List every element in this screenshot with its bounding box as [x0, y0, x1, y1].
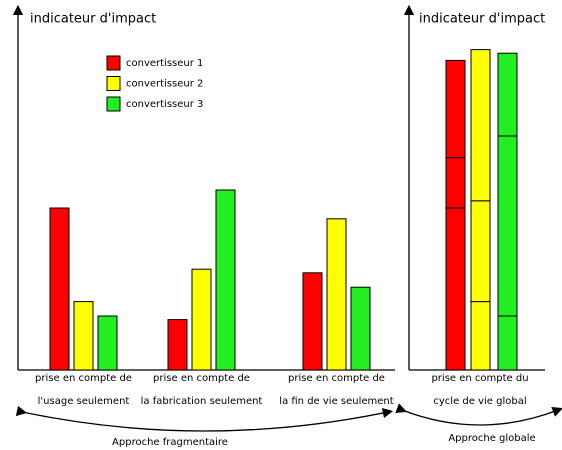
bar-segment — [497, 315, 518, 371]
bar — [215, 189, 236, 371]
bar-segment — [445, 157, 466, 209]
bar-segment — [470, 49, 491, 202]
bar — [49, 207, 70, 371]
legend-label: convertisseur 2 — [126, 79, 203, 90]
annotation: Approche fragmentaire — [112, 437, 228, 448]
x-tick-label: prise en compte du — [431, 373, 528, 384]
bar-segment — [445, 59, 466, 159]
bar-segment — [497, 135, 518, 317]
brace — [15, 405, 394, 432]
y-axis-title: indicateur d'impact — [30, 12, 156, 27]
legend-swatch — [106, 96, 121, 112]
annotation: Approche globale — [448, 433, 535, 444]
legend-label: convertisseur 3 — [126, 99, 203, 110]
legend-swatch — [106, 76, 121, 91]
x-tick-label: la fabrication seulement — [141, 396, 263, 407]
bar-segment — [470, 200, 491, 303]
bar — [326, 218, 347, 371]
bar-segment — [470, 301, 491, 371]
legend-swatch — [106, 55, 121, 71]
x-tick-label: la fin de vie seulement — [279, 396, 393, 407]
y-axis-title: indicateur d'impact — [419, 12, 545, 27]
x-tick-label: l'usage seulement — [38, 396, 130, 407]
x-tick-label: prise en compte de — [35, 373, 132, 384]
legend-label: convertisseur 1 — [126, 58, 203, 69]
bar — [191, 268, 212, 371]
x-tick-label: prise en compte de — [153, 373, 250, 384]
bar — [350, 286, 371, 371]
x-tick-label: prise en compte de — [288, 373, 385, 384]
x-tick-label: cycle de vie global — [433, 396, 526, 407]
bar-segment — [497, 52, 518, 137]
brace — [395, 403, 562, 426]
bar — [97, 315, 118, 371]
bar — [73, 301, 94, 371]
bar-segment — [445, 207, 466, 371]
bar — [167, 319, 188, 371]
bar — [302, 272, 323, 371]
